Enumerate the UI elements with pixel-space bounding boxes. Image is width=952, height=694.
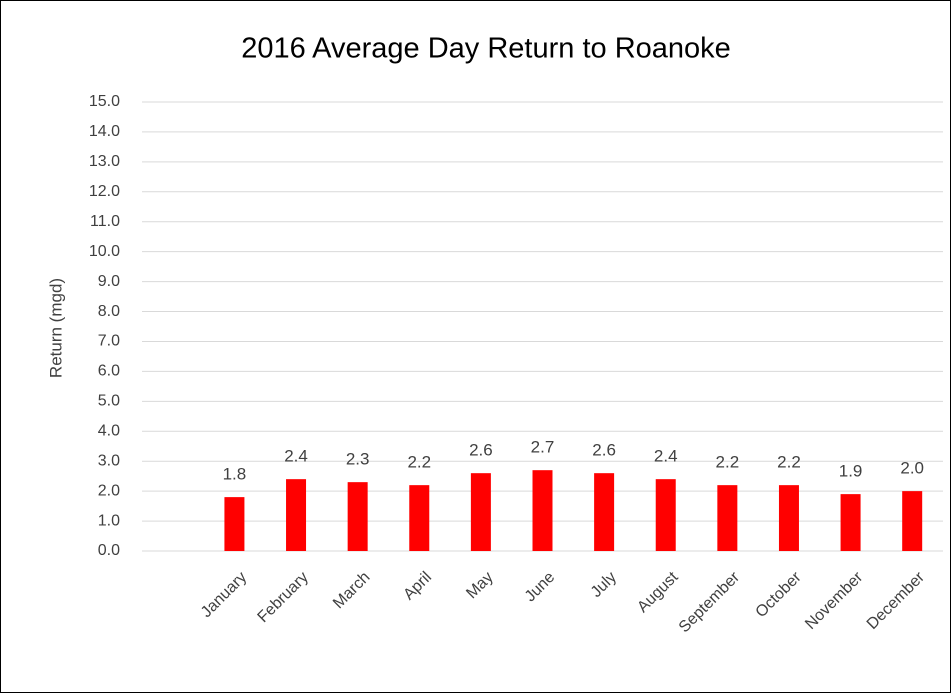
bar	[409, 485, 430, 551]
bar	[532, 470, 553, 551]
bar	[594, 473, 615, 551]
data-label: 2.3	[346, 450, 370, 469]
y-tick-label: 11.0	[90, 213, 120, 230]
y-tick-label: 13.0	[89, 153, 120, 170]
data-label: 2.2	[716, 453, 740, 472]
data-label: 2.7	[531, 438, 555, 457]
y-tick-label: 14.0	[89, 123, 120, 140]
bar	[224, 497, 245, 551]
data-label: 2.2	[407, 453, 431, 472]
data-label: 2.2	[777, 453, 801, 472]
data-label: 2.6	[469, 441, 493, 460]
data-label: 2.4	[284, 447, 308, 466]
y-tick-label: 3.0	[98, 452, 120, 469]
bar	[840, 494, 861, 551]
bar	[902, 491, 923, 551]
y-tick-label: 12.0	[89, 183, 120, 200]
y-tick-label: 5.0	[98, 393, 120, 410]
y-tick-label: 6.0	[98, 363, 120, 380]
bar	[286, 479, 307, 551]
data-label: 2.6	[592, 441, 616, 460]
y-tick-label: 1.0	[98, 512, 120, 529]
y-tick-label: 9.0	[98, 273, 120, 290]
bar	[347, 482, 368, 551]
data-label: 1.9	[839, 462, 863, 481]
y-tick-label: 10.0	[89, 243, 120, 260]
y-tick-label: 4.0	[98, 422, 120, 439]
y-tick-label: 8.0	[98, 303, 120, 320]
y-tick-label: 7.0	[98, 333, 120, 350]
y-axis-title: Return (mgd)	[46, 278, 65, 378]
bar	[470, 473, 491, 551]
y-tick-label: 2.0	[98, 482, 120, 499]
bar	[655, 479, 676, 551]
data-label: 2.4	[654, 447, 678, 466]
data-label: 2.0	[900, 459, 924, 478]
chart-title: 2016 Average Day Return to Roanoke	[241, 33, 731, 65]
data-label: 1.8	[223, 465, 247, 484]
bar	[778, 485, 799, 551]
y-tick-label: 0.0	[98, 542, 120, 559]
bar	[717, 485, 738, 551]
y-tick-label: 15.0	[89, 93, 120, 110]
